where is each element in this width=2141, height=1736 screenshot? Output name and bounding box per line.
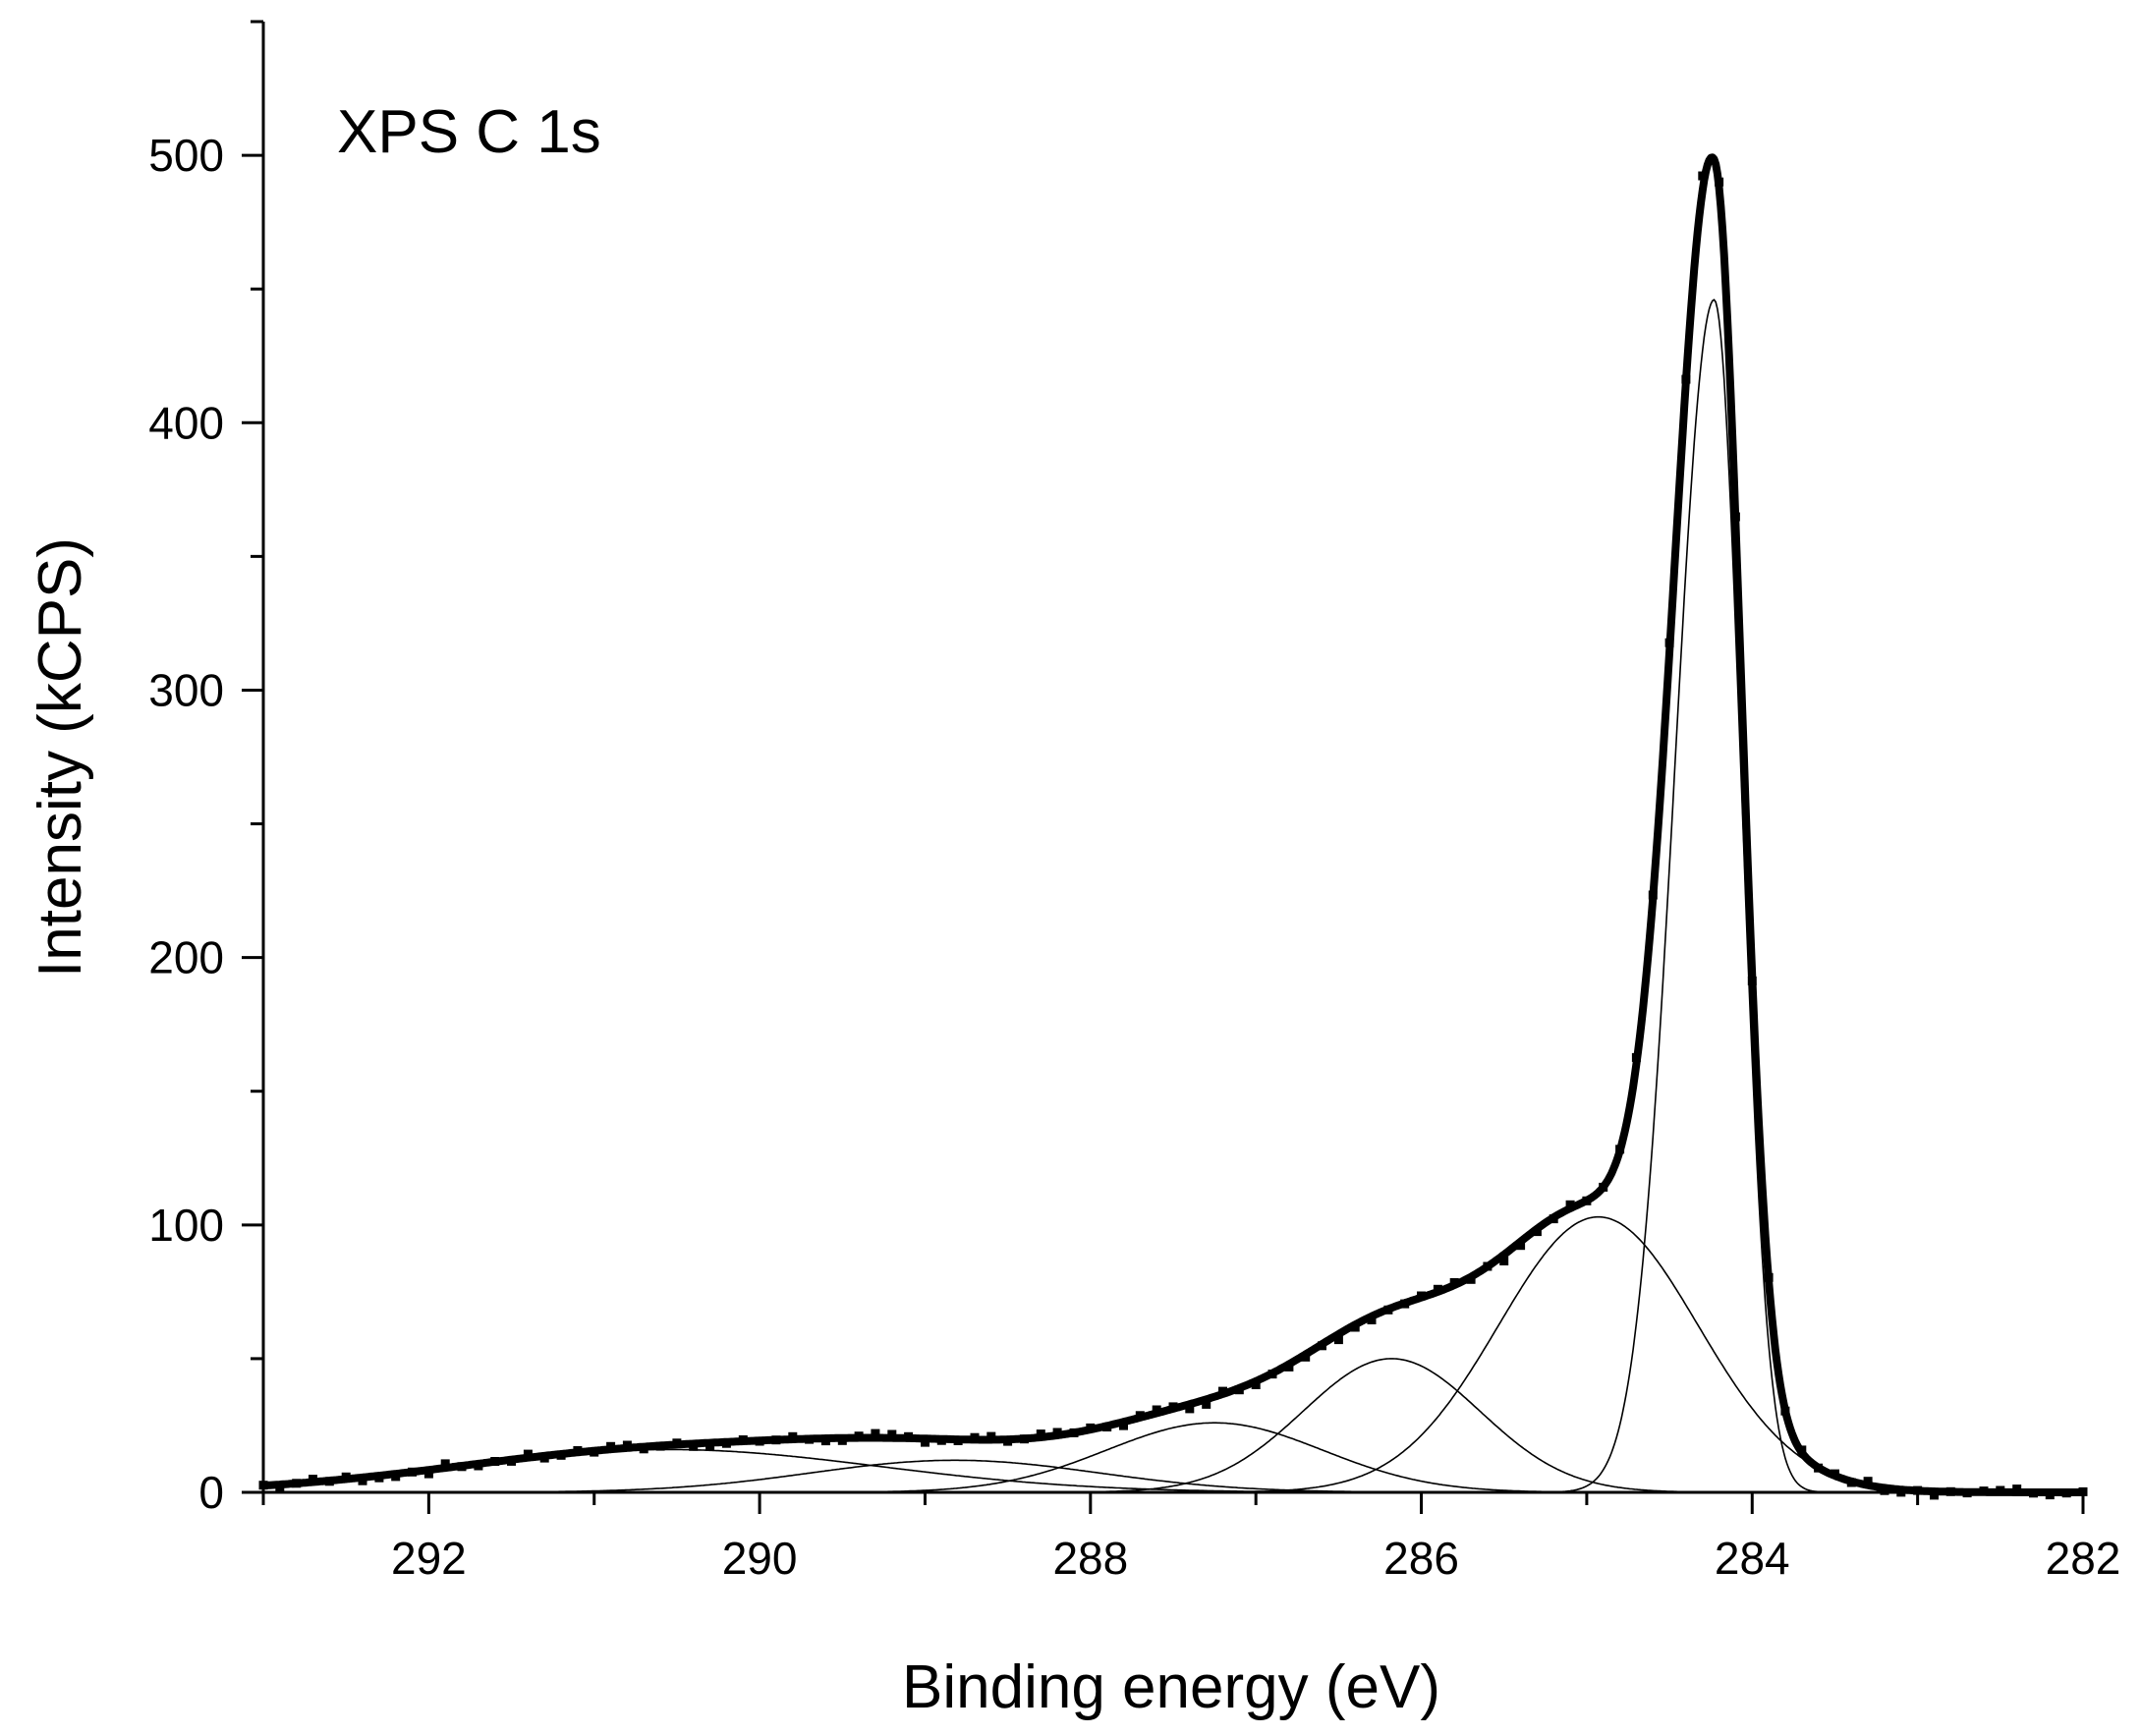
data-point	[1185, 1404, 1195, 1414]
chart-title: XPS C 1s	[337, 98, 601, 166]
y-tick-label: 400	[148, 397, 224, 448]
y-tick-label: 0	[198, 1467, 224, 1518]
data-point	[871, 1428, 880, 1438]
data-point	[440, 1459, 450, 1469]
x-tick-label: 292	[391, 1533, 467, 1584]
fit-envelope	[260, 153, 2086, 1496]
y-tick-label: 500	[148, 130, 224, 181]
x-tick-label: 286	[1383, 1533, 1459, 1584]
x-tick-label: 290	[722, 1533, 798, 1584]
y-tick-label: 200	[148, 932, 224, 983]
data-point	[1333, 1335, 1343, 1345]
x-tick-label: 284	[1715, 1533, 1790, 1584]
y-tick-label: 300	[148, 664, 224, 715]
data-point	[1499, 1257, 1509, 1265]
x-tick-label: 282	[2046, 1533, 2121, 1584]
x-tick-label: 288	[1052, 1533, 1128, 1584]
x-axis-title: Binding energy (eV)	[902, 1653, 1440, 1721]
ticks: 292 290 288 286 284 282 0 100 200 300 400 500	[148, 20, 2121, 1584]
y-axis-title: Intensity (kCPS)	[27, 537, 94, 978]
y-tick-label: 100	[148, 1200, 224, 1251]
data-point	[1202, 1399, 1211, 1409]
fit-envelope-group	[260, 153, 2086, 1496]
axes	[261, 22, 2085, 1494]
